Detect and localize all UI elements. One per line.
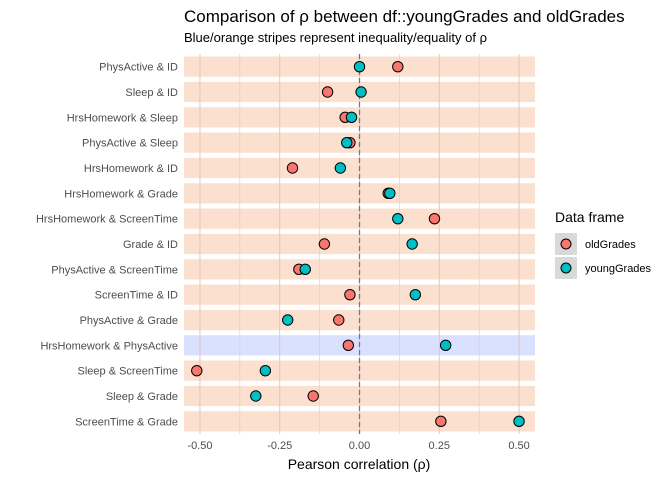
point-younggrades-hrshomework-physactive (439, 339, 452, 352)
point-younggrades-sleep-grade (250, 390, 262, 402)
point-younggrades-hrshomework-screentime (392, 212, 404, 225)
point-younggrades-screentime-grade (513, 415, 525, 428)
point-oldgrades-physactive-grade (333, 314, 345, 326)
y-tick-labels: PhysActive & ID Sleep & ID HrsHomework & S… (36, 62, 178, 429)
point-oldgrades-screentime-id (344, 288, 356, 301)
y-tick-grade-id: Grade & ID (123, 239, 178, 251)
y-tick-physactive-grade: PhysActive & Grade (80, 315, 178, 327)
legend: Data frame oldGrades youngGrades (555, 209, 652, 279)
y-tick-physactive-screentime: PhysActive & ScreenTime (51, 264, 178, 276)
x-tick-labels: -0.50 -0.25 0.00 0.25 0.50 (187, 440, 529, 452)
point-younggrades-screentime-id (409, 288, 422, 301)
point-oldgrades-hrshomework-screentime (428, 212, 441, 225)
data-points (191, 60, 525, 428)
point-younggrades-physactive-sleep (341, 136, 353, 149)
point-younggrades-sleep-id (355, 86, 367, 98)
y-tick-sleep-id: Sleep & ID (125, 87, 178, 99)
point-younggrades-hrshomework-id (334, 162, 347, 174)
legend-dot-oldgrades (560, 238, 572, 250)
point-oldgrades-physactive-id (392, 60, 404, 73)
y-tick-hrshomework-id: HrsHomework & ID (84, 163, 178, 175)
x-axis-label: Pearson correlation (ρ) (288, 456, 431, 472)
y-tick-hrshomework-screentime: HrsHomework & ScreenTime (36, 214, 178, 226)
point-oldgrades-hrshomework-physactive (342, 339, 355, 352)
point-younggrades-hrshomework-sleep (345, 111, 358, 124)
legend-label-younggrades: youngGrades (585, 263, 652, 275)
point-younggrades-physactive-screentime (299, 263, 311, 276)
x-tick-1: -0.25 (267, 440, 292, 452)
y-tick-physactive-id: PhysActive & ID (99, 62, 178, 74)
y-tick-physactive-sleep: PhysActive & Sleep (82, 138, 178, 150)
point-oldgrades-grade-id (318, 238, 331, 250)
y-tick-hrshomework-grade: HrsHomework & Grade (64, 188, 178, 200)
point-younggrades-grade-id (406, 238, 418, 250)
x-tick-4: 0.50 (508, 440, 529, 452)
point-younggrades-physactive-grade (282, 314, 294, 326)
point-younggrades-physactive-id (353, 60, 366, 73)
y-tick-sleep-screentime: Sleep & ScreenTime (78, 366, 178, 378)
legend-title: Data frame (555, 209, 624, 225)
y-tick-screentime-grade: ScreenTime & Grade (75, 416, 178, 428)
chart-subtitle: Blue/orange stripes represent inequality… (184, 30, 487, 45)
x-tick-3: 0.25 (429, 440, 450, 452)
x-tick-2: 0.00 (349, 440, 370, 452)
point-oldgrades-sleep-id (321, 86, 334, 98)
point-oldgrades-sleep-grade (307, 390, 319, 402)
point-younggrades-hrshomework-grade (384, 187, 396, 200)
legend-dot-younggrades (560, 262, 572, 274)
y-tick-hrshomework-physactive: HrsHomework & PhysActive (40, 340, 178, 352)
y-tick-sleep-grade: Sleep & Grade (106, 391, 178, 403)
chart-title: Comparison of ρ between df::youngGrades … (184, 7, 625, 26)
point-younggrades-sleep-screentime (259, 364, 272, 377)
x-tick-0: -0.50 (187, 440, 212, 452)
y-tick-hrshomework-sleep: HrsHomework & Sleep (67, 112, 178, 124)
point-oldgrades-sleep-screentime (191, 364, 203, 377)
point-oldgrades-screentime-grade (435, 415, 447, 428)
point-oldgrades-hrshomework-id (286, 162, 299, 174)
y-tick-screentime-id: ScreenTime & ID (95, 290, 178, 302)
legend-label-oldgrades: oldGrades (585, 239, 636, 251)
